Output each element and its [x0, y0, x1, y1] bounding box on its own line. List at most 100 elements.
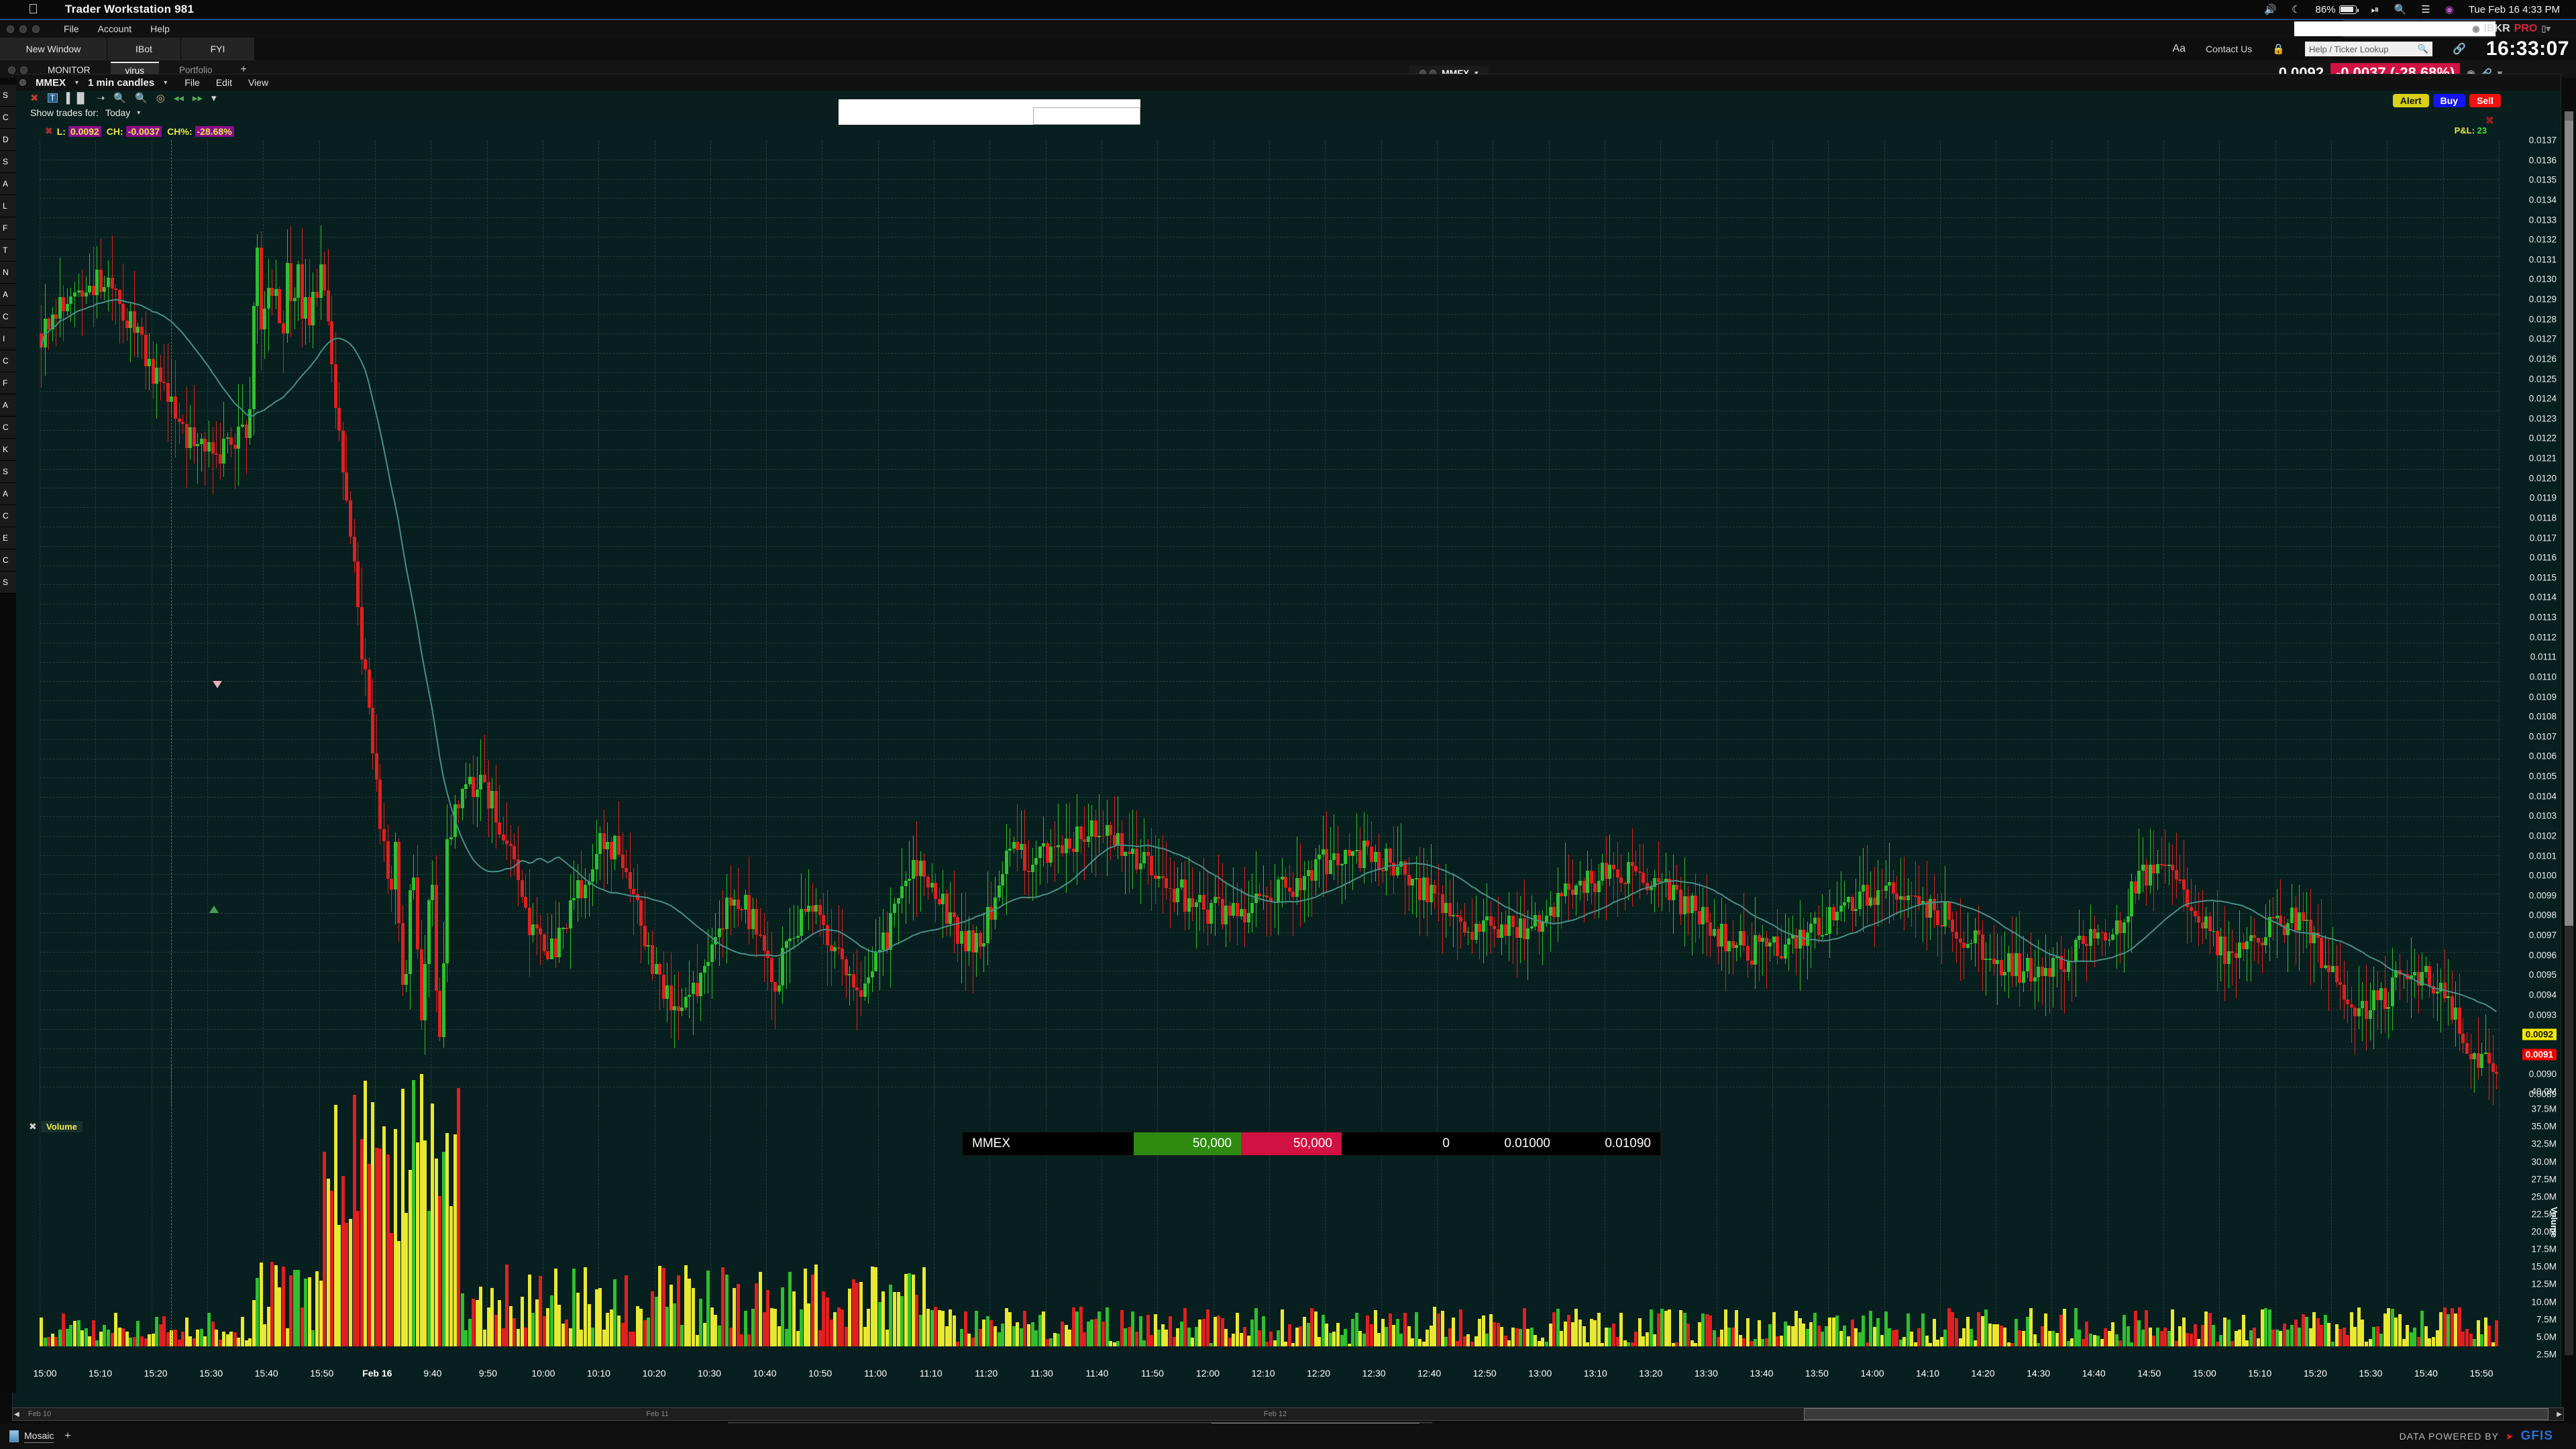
collapse-icon[interactable]: ▸▸: [192, 92, 203, 104]
menu-account[interactable]: Account: [97, 23, 132, 34]
price-axis[interactable]: 0.0137 0.0136 0.0135 0.0134 0.0133 0.0132 0.01…: [2499, 120, 2561, 1113]
watchlist-row[interactable]: A: [0, 173, 16, 195]
link-icon[interactable]: 🔗: [2452, 44, 2466, 55]
time-axis[interactable]: 15:00 15:10 15:20 15:30 15:40 15:50 Feb 16 9:40…: [13, 1368, 2499, 1387]
close-icon[interactable]: ✖: [30, 92, 39, 104]
fyi-button[interactable]: FYI: [181, 38, 255, 60]
expand-icon[interactable]: ◂◂: [173, 92, 184, 104]
close-icon[interactable]: ✖: [2485, 115, 2494, 127]
watchlist-row[interactable]: S: [0, 151, 16, 173]
minimize-window-button[interactable]: [19, 25, 27, 33]
order-ticket-row[interactable]: MMEX 50,000 50,000 0 0.01000 0.01090: [962, 1132, 1661, 1156]
watchlist-row[interactable]: I: [0, 328, 16, 350]
zoom-out-icon[interactable]: 🔍: [135, 92, 148, 104]
scrubber-selection[interactable]: [1804, 1408, 2548, 1420]
search-icon[interactable]: 🔍: [2417, 44, 2428, 54]
scrubber-right-arrow[interactable]: ▶: [2557, 1410, 2562, 1418]
occluding-popup-input[interactable]: [1033, 107, 1140, 125]
wifi-icon[interactable]: ⏯: [2371, 3, 2379, 15]
watchlist-row[interactable]: A: [0, 483, 16, 505]
watchlist-row[interactable]: E: [0, 527, 16, 549]
watchlist-row[interactable]: C: [0, 549, 16, 572]
sell-button[interactable]: Sell: [2469, 94, 2501, 107]
ibot-button[interactable]: IBot: [107, 38, 181, 60]
chevron-down-icon[interactable]: ▾: [1474, 69, 1479, 77]
text-tool-icon[interactable]: T: [47, 93, 58, 103]
sell-marker[interactable]: [213, 681, 223, 689]
new-window-button[interactable]: New Window: [0, 38, 107, 60]
watchlist-row[interactable]: K: [0, 439, 16, 461]
menu-file[interactable]: File: [64, 23, 79, 34]
order-ask-size[interactable]: 50,000: [1241, 1132, 1342, 1155]
add-workspace-tab-button[interactable]: +: [240, 64, 247, 75]
chevron-down-icon[interactable]: ▾: [2497, 67, 2502, 78]
chevron-down-icon[interactable]: ▾: [137, 109, 141, 117]
close-window-button[interactable]: [7, 25, 14, 33]
panel-controls[interactable]: [8, 66, 28, 74]
pin-icon[interactable]: ▯▾: [2541, 23, 2551, 34]
chart-interval[interactable]: 1 min candles: [88, 76, 155, 89]
contact-us-link[interactable]: Contact Us: [2206, 44, 2253, 54]
watchlist-row[interactable]: T: [0, 239, 16, 262]
siri-icon[interactable]: ◉: [2445, 4, 2454, 15]
cursor-icon[interactable]: ➝: [96, 92, 105, 104]
workspace-tab-monitor[interactable]: MONITOR: [48, 64, 91, 75]
chart-menu-view[interactable]: View: [248, 77, 269, 88]
watchlist-row[interactable]: S: [0, 572, 16, 594]
font-size-icon[interactable]: Aa: [2172, 43, 2186, 54]
legend-close-icon[interactable]: ✖: [45, 125, 53, 136]
bars-icon[interactable]: ▌▐▌: [66, 92, 88, 104]
watchlist-row[interactable]: C: [0, 350, 16, 372]
trade-action-buttons[interactable]: Alert Buy Sell: [2392, 94, 2501, 107]
watchlist-row[interactable]: C: [0, 306, 16, 328]
help-ticker-lookup-input[interactable]: Help / Ticker Lookup 🔍: [2304, 42, 2432, 56]
panel-close-icon[interactable]: [8, 66, 15, 74]
watchlist-row[interactable]: D: [0, 129, 16, 151]
menu-help[interactable]: Help: [150, 23, 170, 34]
chart-menu-edit[interactable]: Edit: [215, 77, 232, 88]
watchlist-row[interactable]: F: [0, 372, 16, 394]
chevron-down-icon[interactable]: ▾: [164, 78, 168, 87]
scrubber-left-arrow[interactable]: ◀: [14, 1410, 19, 1418]
mosaic-tab[interactable]: Mosaic: [9, 1430, 54, 1443]
watchlist-row[interactable]: N: [0, 262, 16, 284]
watchlist-row[interactable]: C: [0, 505, 16, 527]
watchlist-row[interactable]: L: [0, 195, 16, 217]
chevron-down-icon[interactable]: ▾: [211, 92, 217, 104]
buy-marker[interactable]: [209, 906, 219, 913]
scrollbar-thumb[interactable]: [2565, 121, 2573, 926]
show-trades-value[interactable]: Today: [105, 107, 131, 118]
watchlist-row[interactable]: F: [0, 217, 16, 239]
watchlist-row[interactable]: A: [0, 284, 16, 306]
volume-bars-canvas[interactable]: [40, 1065, 2500, 1346]
volume-axis[interactable]: Volume 40.0M 37.5M 35.0M 32.5M 30.0M 27.5M 25.…: [2499, 1086, 2561, 1368]
gear-icon[interactable]: ◉: [2472, 23, 2480, 34]
watchlist-row[interactable]: A: [0, 394, 16, 417]
watchlist-row[interactable]: S: [0, 85, 16, 107]
workspace-tab-portfolio[interactable]: Portfolio: [179, 64, 213, 75]
panel-expand-icon[interactable]: [20, 66, 28, 74]
chart-symbol[interactable]: MMEX: [36, 76, 66, 89]
moon-icon[interactable]: ☾: [2292, 4, 2301, 15]
window-controls[interactable]: [7, 25, 40, 33]
watchlist-row[interactable]: C: [0, 107, 16, 129]
search-icon[interactable]: 🔍: [2394, 4, 2407, 15]
maximize-window-button[interactable]: [32, 25, 40, 33]
chart-panel-control-icon[interactable]: [19, 79, 26, 86]
buy-button[interactable]: Buy: [2432, 94, 2466, 107]
battery-icon[interactable]: 86%: [2316, 4, 2359, 15]
order-bid-size[interactable]: 50,000: [1134, 1132, 1241, 1155]
watchlist-row[interactable]: C: [0, 417, 16, 439]
apple-logo-icon[interactable]: : [28, 3, 38, 16]
add-mosaic-button[interactable]: +: [64, 1430, 71, 1442]
volume-remove-icon[interactable]: ✖: [29, 1121, 37, 1132]
chart-menu-file[interactable]: File: [184, 77, 200, 88]
zoom-in-icon[interactable]: 🔍: [113, 92, 127, 104]
lock-icon[interactable]: 🔒: [2272, 44, 2285, 55]
control-center-icon[interactable]: ☰: [2421, 4, 2430, 15]
scroll-up-button[interactable]: [2565, 111, 2573, 121]
chart-plot-area[interactable]: ✖ L: 0.0092 CH: -0.0037 CH%: -28.68% P&L…: [13, 120, 2561, 1408]
chart-vertical-scrollbar[interactable]: [2565, 121, 2573, 1355]
